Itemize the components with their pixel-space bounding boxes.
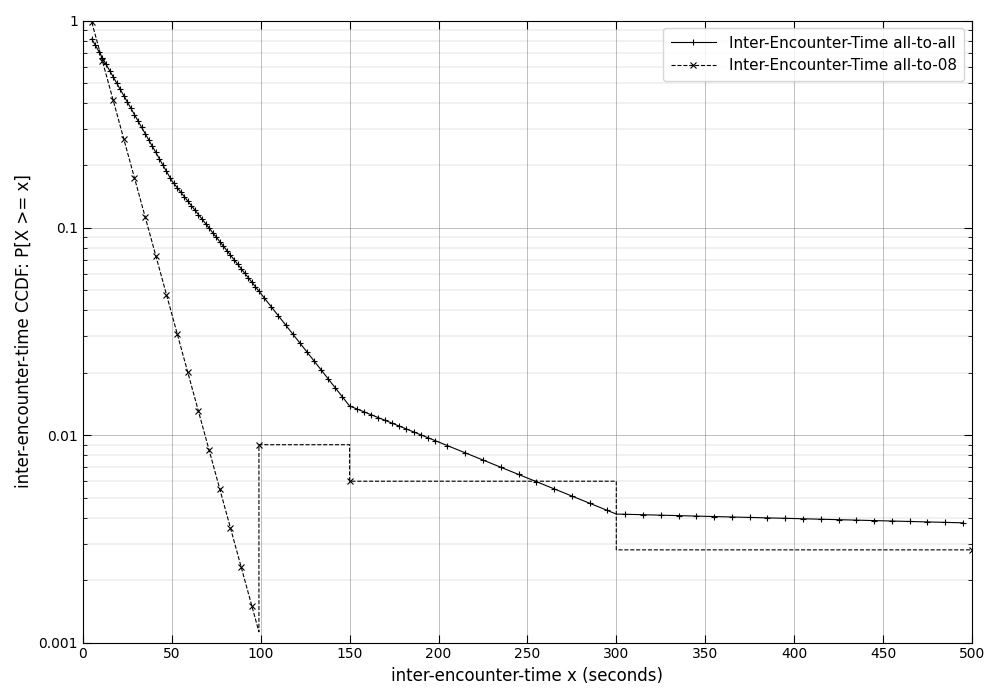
Inter-Encounter-Time all-to-all [315,366,327,375]
Inter-Encounter-Time all-to-08 [157,277,169,286]
Line: Inter-Encounter-Time all-to-all: Inter-Encounter-Time all-to-all [89,36,966,526]
Inter-Encounter-Time all-to-08 [132,187,144,195]
Inter-Encounter-Time all-to-08 [966,546,978,554]
Inter-Encounter-Time all-to-08 [86,18,98,27]
Inter-Encounter-Time all-to-all [372,413,384,421]
Legend: Inter-Encounter-Time all-to-all, Inter-Encounter-Time all-to-08: Inter-Encounter-Time all-to-all, Inter-E… [663,28,964,81]
Y-axis label: inter-encounter-time CCDF: P[X >= x]: inter-encounter-time CCDF: P[X >= x] [15,174,33,489]
Line: Inter-Encounter-Time all-to-08: Inter-Encounter-Time all-to-08 [89,20,975,635]
Inter-Encounter-Time all-to-all [358,407,370,416]
Inter-Encounter-Time all-to-08 [610,546,622,554]
Inter-Encounter-Time all-to-all [408,428,420,436]
Inter-Encounter-Time all-to-all [957,519,969,527]
Inter-Encounter-Time all-to-08 [253,628,265,636]
Inter-Encounter-Time all-to-08 [121,148,133,156]
Inter-Encounter-Time all-to-all [86,35,98,43]
X-axis label: inter-encounter-time x (seconds): inter-encounter-time x (seconds) [391,667,663,685]
Inter-Encounter-Time all-to-08 [255,440,267,449]
Inter-Encounter-Time all-to-all [797,514,809,523]
Inter-Encounter-Time all-to-all [132,117,144,125]
Inter-Encounter-Time all-to-08 [107,96,119,104]
